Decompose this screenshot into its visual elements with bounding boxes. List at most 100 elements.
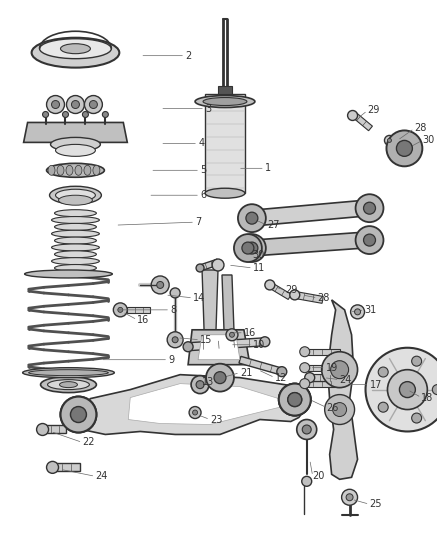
Circle shape bbox=[230, 332, 234, 337]
Circle shape bbox=[242, 242, 254, 254]
Circle shape bbox=[191, 376, 209, 393]
Text: 9: 9 bbox=[168, 354, 174, 365]
Polygon shape bbox=[53, 463, 81, 471]
Circle shape bbox=[305, 373, 314, 383]
Ellipse shape bbox=[52, 216, 99, 223]
Circle shape bbox=[46, 95, 64, 114]
Circle shape bbox=[157, 281, 164, 288]
Polygon shape bbox=[188, 330, 250, 365]
Ellipse shape bbox=[52, 257, 99, 264]
Polygon shape bbox=[198, 335, 240, 360]
Text: 23: 23 bbox=[210, 415, 223, 424]
Circle shape bbox=[300, 347, 310, 357]
Circle shape bbox=[325, 394, 355, 424]
Circle shape bbox=[151, 276, 169, 294]
Circle shape bbox=[300, 378, 310, 389]
Circle shape bbox=[234, 234, 262, 262]
Polygon shape bbox=[222, 275, 234, 330]
Ellipse shape bbox=[203, 98, 247, 106]
Polygon shape bbox=[205, 94, 245, 193]
Text: 11: 11 bbox=[253, 263, 265, 273]
Circle shape bbox=[378, 367, 388, 377]
Ellipse shape bbox=[56, 189, 95, 201]
Circle shape bbox=[356, 226, 384, 254]
Circle shape bbox=[170, 288, 180, 298]
Circle shape bbox=[172, 337, 178, 343]
Ellipse shape bbox=[60, 44, 90, 54]
Circle shape bbox=[212, 259, 224, 271]
Ellipse shape bbox=[39, 39, 111, 59]
Circle shape bbox=[189, 407, 201, 418]
Text: 3: 3 bbox=[205, 103, 211, 114]
Text: 25: 25 bbox=[370, 499, 382, 509]
Circle shape bbox=[206, 364, 234, 392]
Circle shape bbox=[288, 393, 302, 407]
Circle shape bbox=[388, 139, 392, 142]
Circle shape bbox=[67, 95, 85, 114]
Polygon shape bbox=[252, 200, 374, 226]
Ellipse shape bbox=[52, 230, 99, 237]
Text: 17: 17 bbox=[370, 379, 382, 390]
Ellipse shape bbox=[75, 165, 82, 175]
Text: 8: 8 bbox=[170, 305, 176, 315]
Polygon shape bbox=[305, 365, 339, 370]
Ellipse shape bbox=[50, 138, 100, 151]
Polygon shape bbox=[188, 338, 265, 351]
Text: 20: 20 bbox=[313, 471, 325, 481]
Circle shape bbox=[342, 489, 357, 505]
Circle shape bbox=[60, 397, 96, 432]
Text: 30: 30 bbox=[422, 135, 434, 146]
Polygon shape bbox=[305, 381, 339, 386]
Circle shape bbox=[46, 462, 59, 473]
Circle shape bbox=[277, 367, 287, 377]
Circle shape bbox=[332, 402, 346, 416]
Circle shape bbox=[288, 393, 302, 407]
Ellipse shape bbox=[205, 188, 245, 198]
Circle shape bbox=[279, 384, 311, 416]
Ellipse shape bbox=[59, 195, 92, 205]
Ellipse shape bbox=[48, 165, 55, 175]
Circle shape bbox=[321, 352, 357, 387]
Text: 10: 10 bbox=[253, 340, 265, 350]
Circle shape bbox=[183, 342, 193, 352]
Circle shape bbox=[396, 140, 413, 156]
Circle shape bbox=[167, 332, 183, 348]
Circle shape bbox=[238, 204, 266, 232]
Circle shape bbox=[300, 362, 310, 373]
Ellipse shape bbox=[32, 38, 119, 68]
Circle shape bbox=[265, 280, 275, 290]
Ellipse shape bbox=[84, 165, 91, 175]
Circle shape bbox=[89, 101, 97, 109]
Circle shape bbox=[226, 329, 238, 341]
Circle shape bbox=[302, 425, 311, 434]
Polygon shape bbox=[252, 232, 374, 256]
Circle shape bbox=[260, 337, 270, 347]
Polygon shape bbox=[268, 282, 291, 300]
Ellipse shape bbox=[54, 209, 96, 216]
Circle shape bbox=[113, 303, 127, 317]
Polygon shape bbox=[351, 111, 372, 131]
Circle shape bbox=[60, 397, 96, 432]
Circle shape bbox=[412, 356, 422, 366]
Text: 28: 28 bbox=[414, 124, 427, 133]
Ellipse shape bbox=[54, 264, 96, 271]
Circle shape bbox=[37, 424, 49, 435]
Text: 31: 31 bbox=[364, 305, 377, 315]
Circle shape bbox=[52, 101, 60, 109]
Text: 5: 5 bbox=[200, 165, 206, 175]
Text: 26: 26 bbox=[327, 402, 339, 413]
Text: 12: 12 bbox=[275, 373, 287, 383]
Circle shape bbox=[196, 381, 204, 389]
Circle shape bbox=[71, 407, 86, 423]
Circle shape bbox=[297, 419, 317, 439]
Text: 1: 1 bbox=[265, 163, 271, 173]
Circle shape bbox=[193, 410, 198, 415]
Ellipse shape bbox=[66, 165, 73, 175]
Text: 6: 6 bbox=[200, 190, 206, 200]
Text: 24: 24 bbox=[95, 471, 108, 481]
Circle shape bbox=[432, 385, 438, 394]
Circle shape bbox=[246, 242, 258, 254]
Text: 28: 28 bbox=[318, 293, 330, 303]
Circle shape bbox=[386, 131, 422, 166]
Circle shape bbox=[71, 407, 86, 423]
